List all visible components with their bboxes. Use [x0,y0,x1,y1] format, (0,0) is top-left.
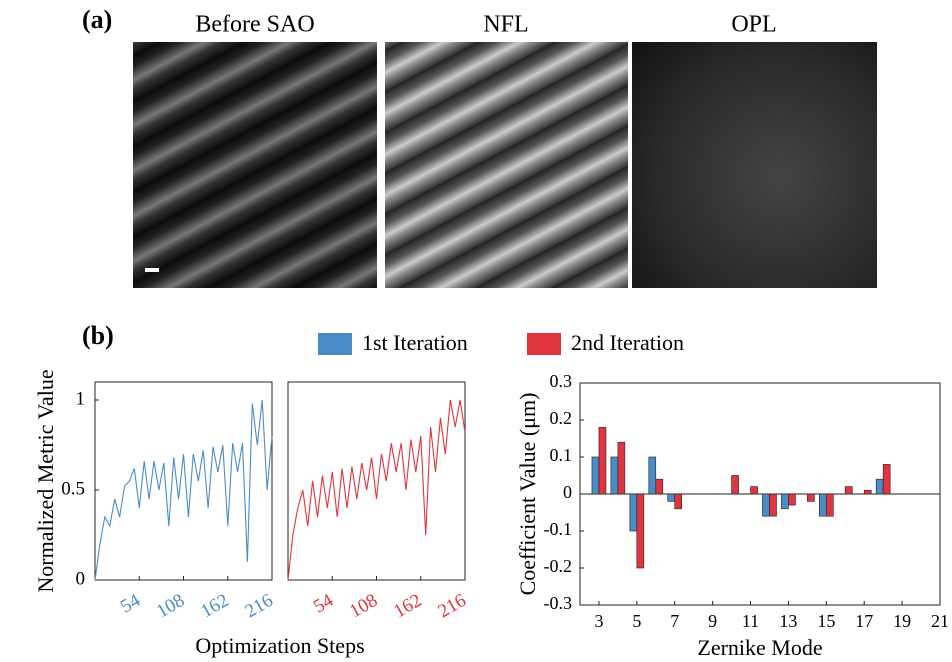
bar [636,493,645,569]
x-tick-label: 17 [855,611,873,631]
x-tick-label: 216 [434,590,469,622]
x-tick-label: 7 [670,611,679,631]
y-tick-label: 1 [76,388,86,409]
x-tick-label: 15 [817,611,835,631]
bar [674,493,683,510]
image-opl [632,42,877,288]
bar [750,486,758,495]
x-tick-label: 5 [632,611,641,631]
x-axis-label: Zernike Mode [697,635,822,660]
bar [788,493,796,506]
image-title: OPL [731,12,776,38]
x-axis-label: Optimization Steps [195,633,364,658]
bar [875,478,884,495]
bar [882,464,891,495]
bar [610,456,619,495]
x-tick-label: 162 [197,590,232,622]
image-nfl [385,42,628,288]
y-tick-label: 0.1 [550,445,573,465]
y-tick-label: -0.3 [544,593,573,613]
data-line [94,399,273,581]
bar [648,456,657,495]
bar [769,493,777,517]
bar [844,486,853,495]
legend-swatch [527,333,561,355]
x-tick-label: 9 [708,611,717,631]
legend-swatch [318,333,352,355]
x-tick-label: 54 [117,590,144,618]
x-tick-label: 19 [893,611,911,631]
legend-label: 1st Iteration [362,330,468,355]
y-axis-label: Normalized Metric Value [33,369,58,592]
bar [598,427,607,495]
y-tick-label: -0.1 [544,519,573,539]
plot-frame [94,381,273,581]
x-tick-label: 11 [742,611,759,631]
bar [819,493,827,517]
bar [591,456,600,495]
bar [617,441,626,495]
bar [762,493,770,517]
plot-frame [287,381,466,581]
bar [781,493,789,510]
scale-bar [145,268,159,272]
x-tick-label: 216 [241,590,276,622]
x-tick-label: 54 [310,590,337,618]
y-tick-label: 0.2 [550,408,573,428]
image-before-sao [133,42,377,288]
panel-label: (a) [82,5,112,34]
bar [655,478,664,495]
y-axis-label: Coefficient Value (μm) [515,393,540,596]
x-tick-label: 108 [153,590,188,622]
y-tick-label: 0.5 [61,478,85,499]
bar [629,493,638,532]
bar [863,489,872,495]
x-tick-label: 13 [779,611,797,631]
y-tick-label: 0 [76,568,86,589]
x-tick-label: 21 [931,611,949,631]
x-tick-label: 162 [390,590,425,622]
bar [667,493,676,502]
legend-label: 2nd Iteration [571,330,684,355]
y-tick-label: 0.3 [550,371,573,391]
x-tick-label: 3 [594,611,603,631]
image-title: Before SAO [195,12,314,38]
y-tick-label: -0.2 [544,556,573,576]
panel-label: (b) [82,321,114,350]
image-title: NFL [483,12,528,38]
data-line [287,399,466,581]
bar [807,493,815,502]
bar [826,493,834,517]
x-tick-label: 108 [346,590,381,622]
y-tick-label: 0 [563,482,572,502]
bar [731,475,739,495]
